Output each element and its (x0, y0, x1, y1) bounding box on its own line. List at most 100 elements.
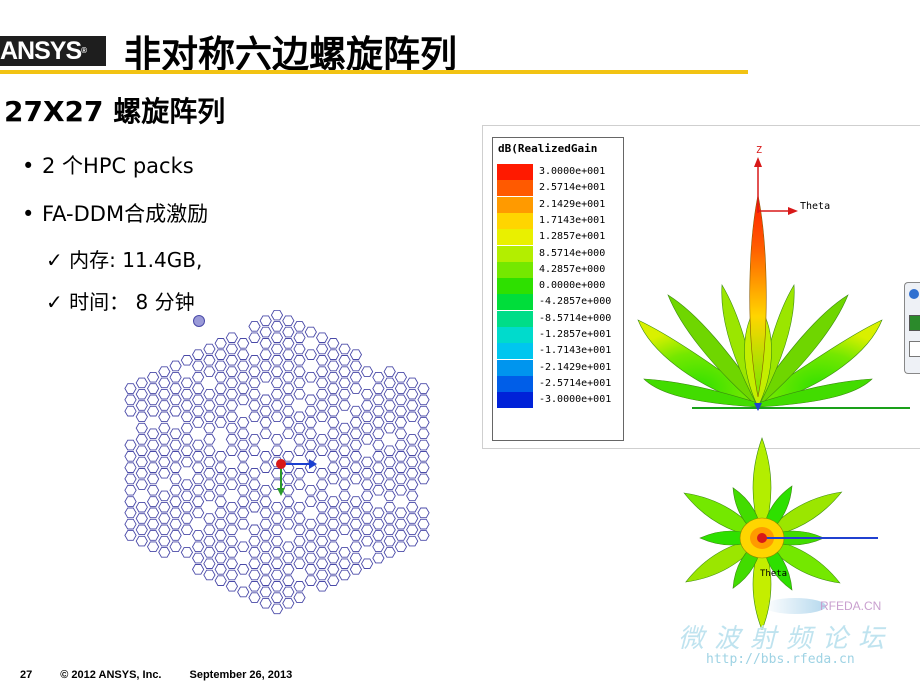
array-element (315, 411, 329, 423)
array-element (191, 507, 205, 519)
array-element (394, 371, 408, 383)
array-element (214, 349, 227, 360)
array-element (146, 371, 160, 383)
globe-icon[interactable] (909, 289, 919, 299)
array-element (304, 530, 317, 541)
array-element (282, 507, 295, 519)
array-element (327, 552, 340, 564)
legend-swatch (497, 164, 533, 180)
array-element (315, 400, 329, 411)
array-element (383, 456, 396, 468)
array-element (248, 547, 261, 558)
array-element (304, 518, 317, 530)
array-element (338, 456, 351, 468)
array-element (203, 456, 216, 468)
array-element (237, 496, 250, 507)
feed-marker (754, 403, 762, 411)
array-element (203, 388, 216, 400)
array-element (315, 332, 329, 343)
legend-swatch (497, 294, 533, 311)
array-element (135, 535, 148, 547)
array-element (124, 484, 137, 496)
array-element (315, 490, 329, 502)
array-element (282, 451, 295, 462)
array-element (237, 360, 250, 372)
array-element (327, 530, 340, 541)
array-element (315, 569, 329, 581)
array-element (214, 564, 227, 575)
legend-swatch (497, 212, 533, 229)
z-axis-arrowhead (754, 157, 762, 167)
array-element (417, 530, 430, 541)
subitem-memory: ✓ 内存: 11.4GB, (46, 244, 202, 273)
check-icon: ✓ (46, 248, 63, 272)
array-element (225, 332, 239, 343)
array-element (406, 468, 419, 479)
array-element (248, 501, 261, 513)
array-element (327, 360, 340, 372)
array-element (417, 428, 430, 440)
slide-title: 非对称六边螺旋阵列 (124, 33, 457, 76)
legend-swatch (497, 375, 533, 392)
array-element (135, 388, 148, 400)
array-element (214, 473, 227, 485)
z-axis-label: Z (756, 145, 762, 156)
array-element (372, 530, 385, 541)
array-element (349, 552, 363, 564)
array-element (315, 388, 329, 400)
array-element (180, 422, 194, 434)
array-element (338, 343, 351, 355)
array-element (248, 479, 261, 490)
array-element (293, 479, 306, 490)
legend-value: -1.7143e+001 (539, 345, 612, 357)
array-element (146, 484, 160, 496)
radiation-pattern-side-view: Z Theta (637, 145, 910, 411)
array-element (248, 468, 261, 479)
bullet-marker: • (22, 154, 35, 178)
blank-toggle-icon[interactable] (909, 341, 920, 357)
array-element (327, 518, 340, 530)
array-element (259, 349, 272, 360)
field-toggle-icon[interactable] (909, 315, 920, 331)
array-element (259, 564, 272, 575)
array-element (191, 360, 205, 372)
array-element (394, 473, 408, 485)
gain-legend: dB(RealizedGain 3.0000e+001 2.5714e+001 2.… (492, 137, 624, 441)
array-element (383, 468, 396, 479)
legend-value: -2.1429e+001 (539, 361, 612, 373)
array-element (383, 388, 396, 400)
theta-axis-arrowhead (788, 207, 798, 215)
array-element (315, 501, 329, 513)
array-element (383, 377, 396, 389)
array-element (406, 434, 419, 445)
bullet-hpc-packs: • 2 个HPC packs (22, 150, 194, 180)
array-element (338, 547, 351, 558)
array-element (180, 388, 194, 400)
array-element (394, 484, 408, 496)
bullet-marker: • (22, 202, 35, 226)
array-element (180, 547, 194, 558)
array-element (270, 332, 284, 343)
array-element (225, 366, 239, 377)
array-element (237, 541, 250, 553)
array-element (203, 558, 216, 569)
x-axis-arrowhead (309, 459, 317, 469)
array-element (338, 388, 351, 400)
array-element (304, 496, 317, 507)
array-element (406, 535, 419, 547)
array-element (169, 451, 182, 462)
array-element (360, 422, 374, 434)
array-element (282, 518, 295, 530)
array-element (372, 541, 385, 553)
array-element (158, 400, 171, 411)
array-element (146, 439, 160, 451)
array-element (191, 462, 205, 473)
origin-marker (276, 459, 286, 469)
array-element (124, 507, 137, 519)
side-toolbar[interactable] (904, 282, 920, 374)
array-element (248, 524, 261, 536)
array-element (135, 434, 148, 445)
legend-swatch (497, 180, 533, 197)
array-element (191, 496, 205, 507)
array-element (372, 383, 385, 394)
